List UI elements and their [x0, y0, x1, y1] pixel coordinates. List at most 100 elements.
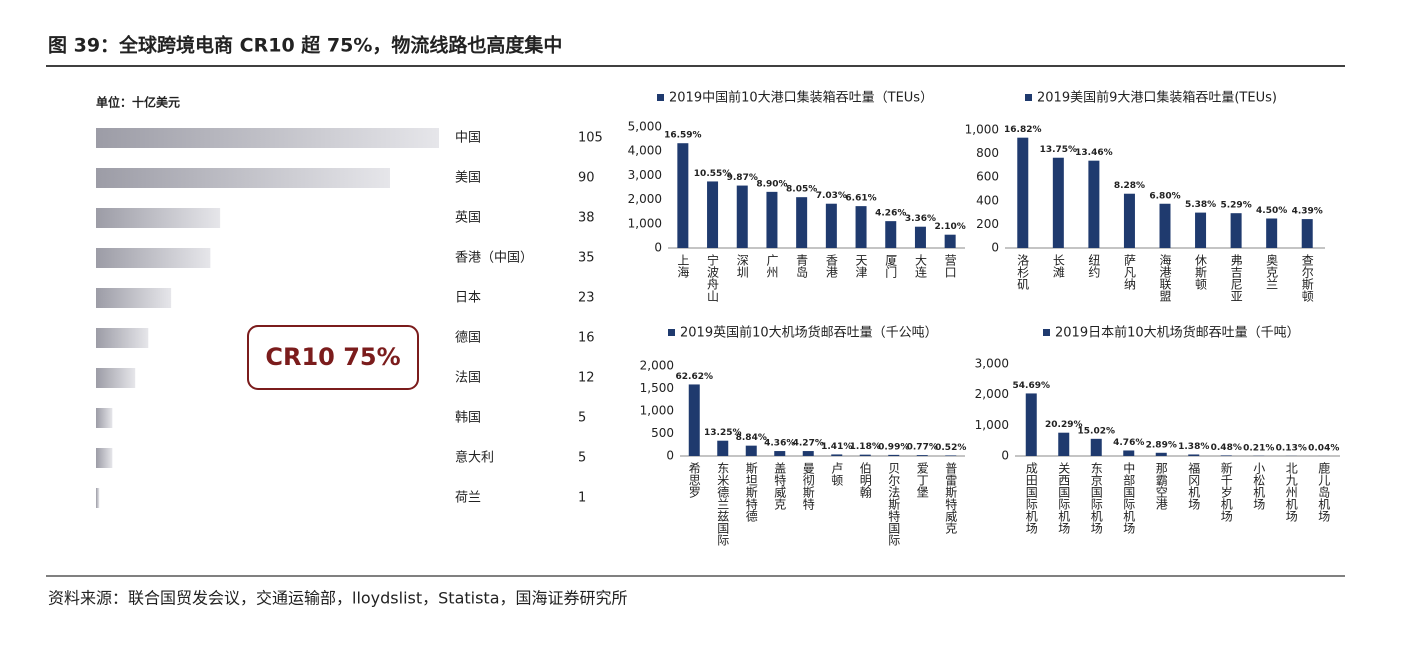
bar — [916, 455, 928, 456]
y-tick-label: 200 — [976, 217, 999, 231]
share-label: 2.89% — [1146, 440, 1177, 450]
bar — [859, 454, 871, 456]
x-tick-label: 斯坦斯特德 — [744, 462, 758, 522]
share-label: 5.29% — [1220, 201, 1251, 211]
x-tick-label: 那霸空港 — [1154, 462, 1168, 510]
bar — [96, 168, 390, 188]
y-tick-label: 2,000 — [640, 359, 674, 373]
share-label: 3.36% — [905, 214, 936, 224]
y-tick-label: 600 — [976, 170, 999, 184]
bar — [1052, 157, 1064, 248]
share-label: 8.90% — [756, 179, 787, 189]
share-label: 2.10% — [935, 222, 966, 232]
x-tick-label: 天津 — [854, 254, 868, 278]
share-label: 54.69% — [1013, 381, 1051, 391]
share-label: 1.38% — [1178, 442, 1209, 452]
value-label: 105 — [578, 131, 603, 146]
share-label: 0.77% — [907, 443, 938, 453]
bar — [96, 448, 113, 468]
figure-title: 图 39：全球跨境电商 CR10 超 75%，物流线路也高度集中 — [48, 34, 562, 57]
x-tick-label: 营口 — [943, 254, 957, 278]
y-tick-label: 0 — [666, 449, 674, 463]
value-label: 23 — [578, 291, 595, 306]
x-tick-label: 弗吉尼亚 — [1229, 254, 1243, 302]
bar — [1266, 218, 1278, 248]
bar — [945, 455, 957, 456]
x-tick-label: 希思罗 — [687, 461, 701, 498]
y-tick-label: 0 — [1001, 449, 1009, 463]
bar — [831, 454, 843, 456]
y-tick-label: 1,500 — [640, 381, 674, 395]
share-label: 8.05% — [786, 185, 817, 195]
value-label: 1 — [578, 491, 586, 506]
x-tick-label: 查尔斯顿 — [1300, 254, 1314, 302]
share-label: 20.29% — [1045, 420, 1083, 430]
legend-swatch — [657, 94, 664, 101]
bar — [885, 221, 897, 248]
bar — [688, 384, 700, 456]
x-tick-label: 宁波舟山 — [706, 253, 720, 302]
x-tick-label: 福冈机场 — [1187, 461, 1201, 510]
legend-swatch — [1043, 329, 1050, 336]
category-label: 美国 — [455, 171, 481, 186]
x-tick-label: 长滩 — [1051, 254, 1065, 278]
annotation-box — [247, 325, 419, 390]
bar — [745, 445, 757, 456]
y-tick-label: 500 — [651, 426, 674, 440]
x-tick-label: 关西国际机场 — [1057, 462, 1071, 534]
x-tick-label: 鹿儿岛机场 — [1317, 461, 1331, 522]
x-tick-label: 盖特威克 — [773, 462, 787, 511]
bar — [96, 288, 172, 308]
bar — [1123, 193, 1135, 248]
bar — [96, 488, 100, 508]
x-tick-label: 萨凡纳 — [1122, 254, 1136, 290]
value-label: 5 — [578, 451, 586, 466]
legend-label: 2019美国前9大港口集装箱吞吐量(TEUs) — [1037, 90, 1277, 106]
bar — [96, 368, 136, 388]
y-tick-label: 1,000 — [628, 216, 662, 230]
share-label: 1.18% — [850, 442, 881, 452]
category-label: 德国 — [455, 331, 481, 346]
x-tick-label: 小松机场 — [1252, 462, 1266, 510]
bar — [855, 206, 867, 248]
value-label: 12 — [578, 371, 595, 386]
category-label: 法国 — [455, 371, 481, 386]
bar — [766, 191, 778, 248]
x-tick-label: 贝尔法斯特国际 — [887, 462, 901, 546]
bar — [1017, 137, 1029, 248]
bar — [796, 197, 808, 248]
bar — [96, 408, 113, 428]
bar — [96, 128, 439, 148]
x-tick-label: 青岛 — [795, 254, 809, 279]
x-tick-label: 广州 — [765, 254, 779, 278]
share-label: 9.87% — [727, 173, 758, 183]
x-tick-label: 纽约 — [1087, 254, 1101, 278]
x-tick-label: 大连 — [913, 254, 927, 279]
bar — [96, 208, 221, 228]
category-label: 香港（中国） — [455, 251, 533, 266]
value-label: 38 — [578, 211, 595, 226]
x-tick-label: 奥克兰 — [1265, 254, 1279, 290]
share-label: 0.99% — [878, 442, 909, 452]
value-label: 90 — [578, 171, 595, 186]
bar — [96, 328, 149, 348]
share-label: 0.21% — [1243, 443, 1274, 453]
source-note: 资料来源：联合国贸发会议，交通运输部，lloydslist，Statista，国… — [48, 589, 628, 608]
x-tick-label: 北九州机场 — [1284, 462, 1298, 522]
y-tick-label: 2,000 — [975, 387, 1009, 401]
bar — [1088, 160, 1100, 248]
x-tick-label: 休斯顿 — [1194, 254, 1208, 290]
legend-swatch — [1025, 94, 1032, 101]
x-tick-label: 爱丁堡 — [915, 462, 929, 498]
category-label: 英国 — [455, 211, 481, 226]
bar — [1195, 212, 1207, 248]
x-tick-label: 洛杉矶 — [1016, 253, 1030, 291]
legend-label: 2019英国前10大机场货邮吞吐量（千公吨） — [680, 325, 938, 341]
y-tick-label: 4,000 — [628, 144, 662, 158]
y-tick-label: 1,000 — [965, 123, 999, 137]
value-label: 16 — [578, 331, 595, 346]
bar — [707, 181, 719, 248]
category-label: 韩国 — [455, 411, 481, 426]
y-tick-label: 2,000 — [628, 192, 662, 206]
bar — [1301, 219, 1313, 248]
